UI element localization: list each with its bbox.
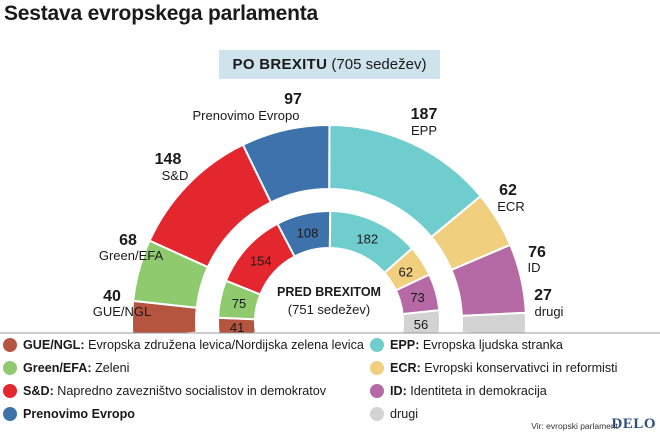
before-value-label: 75 [232,296,246,311]
legend-text: GUE/NGL: Evropska združena levica/Nordij… [23,338,364,352]
legend-swatch [370,338,384,352]
after-value-label: 68 [119,232,137,249]
legend-abbr: EPP: [390,338,420,352]
legend-swatch [3,407,17,421]
legend-abbr: ID: [390,384,407,398]
legend-text: Prenovimo Evropo [23,406,135,422]
before-brexit-label: PRED BREXITOM [277,285,381,299]
legend-text: ID: Identiteta in demokracija [390,384,547,398]
legend-swatch [370,407,384,421]
after-brexit-label: PO BREXITU [232,56,328,73]
chart-title: Sestava evropskega parlamenta [4,2,319,25]
after-party-label: EPP [411,123,437,138]
after-party-label: ID [528,260,541,275]
legend-swatch [3,361,17,375]
before-value-label: 108 [297,226,319,241]
before-value-label: 41 [230,320,244,335]
after-value-label: 62 [499,182,517,199]
before-value-label: 73 [410,290,424,305]
source-note: Vir: evropski parlament [531,421,618,431]
legend-abbr: GUE/NGL: [23,338,85,352]
after-value-label: 187 [411,106,438,123]
legend-text: drugi [390,407,419,421]
legend-abbr: ECR: [390,361,421,375]
before-segment-drugi [401,309,441,333]
after-party-label: ECR [497,199,524,214]
legend-swatch [370,361,384,375]
legend-swatch [3,384,17,398]
legend-swatch [3,338,17,352]
before-value-label: 62 [399,264,413,279]
after-party-label: Green/EFA [99,248,164,263]
legend-abbr: Green/EFA: [23,361,92,375]
after-party-label: GUE/NGL [93,304,152,319]
before-brexit-seats: (751 sedežev) [288,302,370,317]
before-value-label: 182 [356,231,378,246]
after-value-label: 40 [103,288,121,305]
before-value-label: 56 [414,317,428,332]
before-value-label: 154 [250,253,272,268]
legend-abbr: S&D: [23,384,54,398]
after-brexit-seats: (705 sedežev) [331,56,427,73]
after-value-label: 97 [284,91,302,108]
after-value-label: 76 [528,244,546,261]
after-segment-drugi [460,311,527,333]
legend-text: ECR: Evropski konservativci in reformist… [390,361,618,375]
after-value-label: 148 [155,151,182,168]
after-party-label: Prenovimo Evropo [193,108,300,123]
after-party-label: S&D [162,168,189,183]
legend-text: Green/EFA: Zeleni [23,361,130,375]
after-party-label: drugi [535,304,564,319]
after-brexit-badge: PO BREXITU (705 sedežev) [219,50,440,79]
legend-text: EPP: Evropska ljudska stranka [390,338,563,352]
legend-swatch [370,384,384,398]
legend-text: S&D: Napredno zavezništvo socialistov in… [23,384,327,398]
legend-abbr: Prenovimo Evropo [23,407,135,421]
delo-logo: DELO [611,416,656,432]
after-value-label: 27 [534,287,552,304]
